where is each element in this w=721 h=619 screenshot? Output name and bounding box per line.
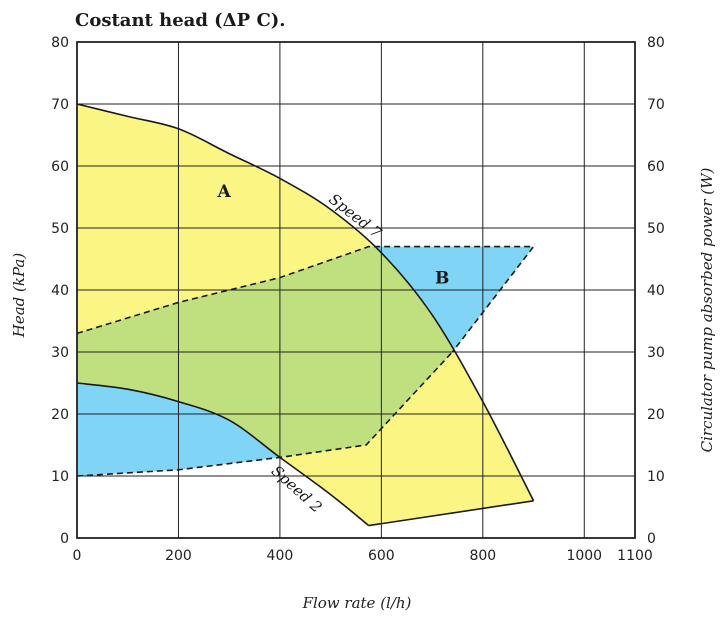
y-axis-label: Head (kPa) xyxy=(10,253,28,339)
y-right-tick-label: 0 xyxy=(647,531,656,547)
plot-area: 0 200 400 600 800 1000 11000102030405060708001… xyxy=(51,35,665,564)
region-label-b: B xyxy=(435,269,449,289)
y-tick-label: 40 xyxy=(51,283,69,299)
y-right-tick-label: 80 xyxy=(647,35,665,51)
x-tick-label: 600 xyxy=(368,548,395,564)
y-right-tick-label: 60 xyxy=(647,159,665,175)
y-right-tick-label: 50 xyxy=(647,221,665,237)
y-tick-label: 50 xyxy=(51,221,69,237)
y-right-tick-label: 70 xyxy=(647,97,665,113)
min-power-curve xyxy=(76,351,453,477)
y-tick-label: 60 xyxy=(51,159,69,175)
y-right-tick-label: 20 xyxy=(647,407,665,423)
speed-7-curve xyxy=(76,103,535,502)
y-tick-label: 70 xyxy=(51,97,69,113)
x-tick-label: 800 xyxy=(469,548,496,564)
y-tick-label: 20 xyxy=(51,407,69,423)
plot-frame xyxy=(76,41,636,539)
y-tick-label: 80 xyxy=(51,35,69,51)
y-right-tick-label: 10 xyxy=(647,469,665,485)
chart-title: Costant head (ΔP C). xyxy=(75,10,286,31)
x-tick-label: 1000 xyxy=(566,548,602,564)
x-tick-label: 400 xyxy=(267,548,294,564)
y-right-tick-label: 40 xyxy=(647,283,665,299)
speed-2-curve xyxy=(76,382,370,527)
minimum-flow-line xyxy=(368,500,534,527)
region-label-a: A xyxy=(217,182,232,202)
x-tick-label: 0 xyxy=(73,548,82,564)
x-tick-label: 1100 xyxy=(617,548,653,564)
y-tick-label: 10 xyxy=(51,469,69,485)
y-tick-label: 30 xyxy=(51,345,69,361)
x-axis-label: Flow rate (l/h) xyxy=(302,594,412,612)
y-tick-label: 0 xyxy=(60,531,69,547)
y-right-tick-label: 30 xyxy=(647,345,665,361)
x-tick-label: 200 xyxy=(165,548,192,564)
y-axis-right-label: Circulator pump absorbed power (W) xyxy=(698,167,716,452)
max-power-curve xyxy=(76,245,536,353)
